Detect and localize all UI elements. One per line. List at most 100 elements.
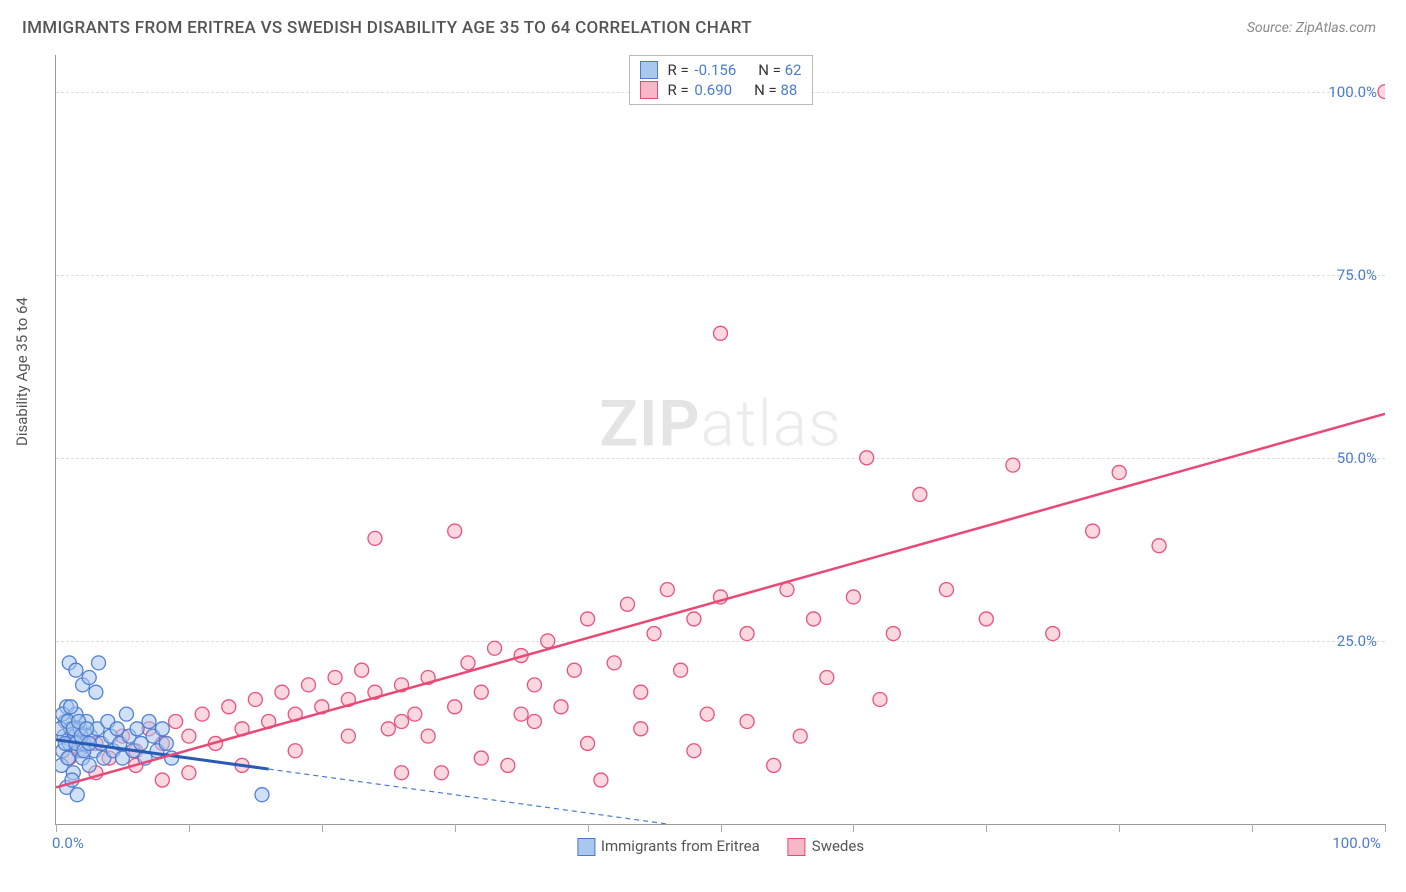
x-tick [1252, 824, 1253, 832]
scatter-point-eritrea [155, 722, 169, 736]
scatter-point-eritrea [82, 758, 96, 772]
scatter-point-eritrea [142, 714, 156, 728]
scatter-point-swedes [275, 685, 289, 699]
scatter-point-swedes [687, 744, 701, 758]
scatter-point-swedes [1046, 627, 1060, 641]
scatter-point-swedes [1112, 465, 1126, 479]
scatter-point-swedes [395, 766, 409, 780]
scatter-point-eritrea [159, 736, 173, 750]
scatter-point-swedes [541, 634, 555, 648]
scatter-point-swedes [807, 612, 821, 626]
legend-row-swedes: R = 0.690 N = 88 [640, 80, 802, 100]
scatter-point-swedes [740, 714, 754, 728]
legend-row-eritrea: R = -0.156 N = 62 [640, 60, 802, 80]
scatter-point-swedes [594, 773, 608, 787]
chart-title: IMMIGRANTS FROM ERITREA VS SWEDISH DISAB… [22, 18, 752, 38]
scatter-point-swedes [660, 583, 674, 597]
scatter-point-swedes [302, 678, 316, 692]
scatter-svg [56, 55, 1385, 824]
scatter-point-swedes [195, 707, 209, 721]
scatter-point-swedes [820, 671, 834, 685]
scatter-point-swedes [674, 663, 688, 677]
scatter-point-swedes [222, 700, 236, 714]
scatter-point-swedes [567, 663, 581, 677]
scatter-point-swedes [461, 656, 475, 670]
scatter-point-swedes [1086, 524, 1100, 538]
n-label: N = [754, 81, 780, 99]
x-tick [189, 824, 190, 832]
scatter-point-swedes [581, 736, 595, 750]
legend-swatch-eritrea [640, 61, 658, 79]
x-tick [1119, 824, 1120, 832]
scatter-point-swedes [395, 714, 409, 728]
scatter-point-swedes [514, 707, 528, 721]
scatter-point-swedes [288, 744, 302, 758]
scatter-point-swedes [527, 678, 541, 692]
scatter-point-swedes [634, 685, 648, 699]
scatter-point-eritrea [69, 663, 83, 677]
legend-item-eritrea: Immigrants from Eritrea [577, 837, 760, 856]
scatter-point-swedes [620, 597, 634, 611]
scatter-point-swedes [155, 773, 169, 787]
scatter-point-swedes [979, 612, 993, 626]
x-tick [322, 824, 323, 832]
x-tick [986, 824, 987, 832]
scatter-point-swedes [169, 714, 183, 728]
legend-item-swedes: Swedes [788, 837, 864, 856]
scatter-point-swedes [248, 692, 262, 706]
r-value-swedes: 0.690 [694, 81, 732, 99]
y-axis-title: Disability Age 35 to 64 [13, 297, 31, 446]
scatter-point-swedes [793, 729, 807, 743]
x-tick-label: 0.0% [52, 834, 84, 852]
scatter-point-swedes [421, 729, 435, 743]
scatter-point-swedes [873, 692, 887, 706]
scatter-point-swedes [1378, 85, 1385, 99]
scatter-point-swedes [182, 729, 196, 743]
scatter-point-eritrea [82, 671, 96, 685]
plot-area: ZIPatlas R = -0.156 N = 62 R = 0.690 N =… [55, 55, 1385, 825]
x-tick [588, 824, 589, 832]
scatter-point-swedes [860, 451, 874, 465]
trendline-swedes [56, 414, 1385, 788]
scatter-point-swedes [474, 751, 488, 765]
x-tick [1385, 824, 1386, 832]
scatter-point-swedes [581, 612, 595, 626]
scatter-point-swedes [700, 707, 714, 721]
legend-correlation: R = -0.156 N = 62 R = 0.690 N = 88 [629, 55, 813, 105]
scatter-point-swedes [687, 612, 701, 626]
scatter-point-swedes [1152, 539, 1166, 553]
x-tick-label: 100.0% [1332, 834, 1381, 852]
scatter-point-swedes [448, 700, 462, 714]
scatter-point-swedes [368, 531, 382, 545]
scatter-point-eritrea [255, 788, 269, 802]
scatter-point-swedes [607, 656, 621, 670]
scatter-point-swedes [328, 671, 342, 685]
scatter-point-swedes [714, 326, 728, 340]
scatter-point-swedes [767, 758, 781, 772]
scatter-point-eritrea [119, 707, 133, 721]
scatter-point-swedes [341, 729, 355, 743]
legend-series: Immigrants from Eritrea Swedes [577, 837, 864, 856]
n-label: N = [758, 61, 784, 79]
scatter-point-swedes [501, 758, 515, 772]
x-tick [56, 824, 57, 832]
scatter-point-swedes [448, 524, 462, 538]
scatter-point-swedes [846, 590, 860, 604]
scatter-point-swedes [434, 766, 448, 780]
legend-swatch-eritrea-bottom [577, 838, 595, 856]
x-tick [721, 824, 722, 832]
scatter-point-swedes [527, 714, 541, 728]
source-attribution: Source: ZipAtlas.com [1247, 20, 1376, 36]
scatter-point-swedes [780, 583, 794, 597]
scatter-point-swedes [913, 487, 927, 501]
source-label: Source: [1247, 20, 1292, 36]
scatter-point-swedes [474, 685, 488, 699]
r-label: R = [668, 81, 693, 99]
legend-swatch-swedes-bottom [788, 838, 806, 856]
scatter-point-swedes [1006, 458, 1020, 472]
scatter-point-swedes [634, 722, 648, 736]
scatter-point-eritrea [92, 656, 106, 670]
legend-label-eritrea: Immigrants from Eritrea [601, 837, 760, 855]
scatter-point-eritrea [80, 722, 94, 736]
x-tick [455, 824, 456, 832]
